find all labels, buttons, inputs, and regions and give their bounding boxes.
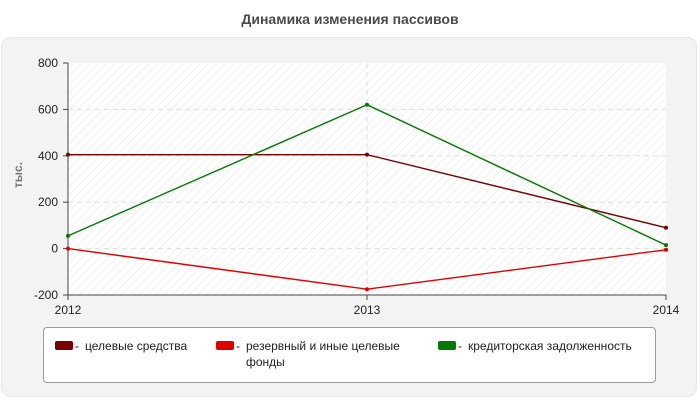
data-point — [365, 102, 369, 107]
y-axis-label: тыс. — [11, 162, 25, 188]
data-point — [664, 225, 668, 230]
legend-dash: - — [458, 339, 462, 353]
y-tick-label: -200 — [34, 288, 58, 302]
legend-dash: - — [236, 339, 240, 353]
data-point — [664, 243, 668, 248]
data-point — [664, 247, 668, 252]
legend-label: кредиторская задолженность — [468, 339, 632, 353]
legend-swatch — [55, 341, 73, 350]
legend-label: целевые средства — [85, 339, 188, 353]
data-point — [66, 152, 70, 157]
data-point — [66, 246, 70, 251]
y-tick-label: 400 — [38, 149, 58, 163]
legend-label: резервный и иные целевые фонды — [246, 339, 400, 369]
chart-title: Динамика изменения пассивов — [241, 11, 459, 27]
y-tick-label: 600 — [38, 102, 58, 116]
y-tick-label: 800 — [38, 56, 58, 70]
x-tick-label: 2014 — [653, 303, 680, 317]
data-point — [66, 233, 70, 238]
data-point — [365, 152, 369, 157]
y-tick-label: 0 — [51, 242, 58, 256]
y-tick-label: 200 — [38, 195, 58, 209]
data-point — [365, 287, 369, 292]
legend-swatch — [438, 341, 456, 350]
legend-swatch — [216, 341, 234, 350]
chart-legend: - целевые средства - резервный и иные це… — [43, 327, 656, 383]
x-tick-label: 2012 — [55, 303, 82, 317]
legend-dash: - — [75, 339, 79, 353]
x-tick-label: 2013 — [354, 303, 381, 317]
